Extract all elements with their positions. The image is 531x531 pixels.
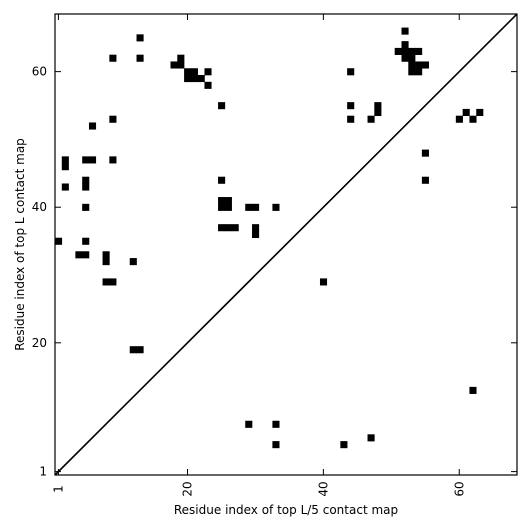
contact-cell-upper xyxy=(252,203,260,211)
contact-cell-upper xyxy=(88,122,97,130)
plot-frame xyxy=(54,13,518,476)
contact-cell-upper xyxy=(204,68,212,76)
contact-cell-upper xyxy=(184,75,192,83)
contact-cell-upper xyxy=(82,203,90,211)
axis-ticks: 1 20 40 60 1 20 40 60 xyxy=(32,14,517,497)
contact-cell-upper xyxy=(82,176,90,184)
contact-cell-upper xyxy=(401,41,409,49)
x-axis-title: Residue index of top L/5 contact map xyxy=(174,503,398,517)
contact-cell-upper xyxy=(401,27,409,35)
diagonal-line xyxy=(54,13,518,476)
contact-cell-upper xyxy=(319,278,328,286)
contact-cell-upper xyxy=(224,224,232,232)
contact-cells xyxy=(55,27,484,449)
contact-cell-lower xyxy=(245,420,253,428)
contact-cell-upper xyxy=(401,47,409,55)
contact-cell-upper xyxy=(82,251,90,259)
contact-cell-upper xyxy=(109,278,117,286)
contact-cell-upper xyxy=(82,183,90,191)
contact-cell-upper xyxy=(347,115,355,123)
contact-cell-upper xyxy=(245,203,253,211)
contact-cell-upper xyxy=(129,346,137,354)
y-tick-label: 1 xyxy=(39,465,47,479)
contact-cell-upper xyxy=(401,54,409,62)
contact-cell-upper xyxy=(394,47,402,55)
y-axis-title: Residue index of top L contact map xyxy=(13,138,27,351)
contact-cell-upper xyxy=(218,203,226,211)
contact-cell-upper xyxy=(218,176,226,184)
contact-cell-upper xyxy=(455,115,463,123)
y-tick-label: 40 xyxy=(32,200,47,214)
contact-cell-upper xyxy=(415,68,423,76)
contact-cell-upper xyxy=(462,108,470,116)
contact-cell-upper xyxy=(61,156,69,164)
contact-cell-lower xyxy=(272,420,280,428)
contact-cell-upper xyxy=(129,258,137,266)
contact-cell-lower xyxy=(367,434,375,442)
contact-cell-upper xyxy=(75,251,83,259)
contact-cell-upper xyxy=(408,54,416,62)
contact-cell-upper xyxy=(408,61,416,69)
contact-cell-upper xyxy=(347,68,355,76)
contact-cell-upper xyxy=(231,224,239,232)
y-tick-label: 60 xyxy=(32,65,47,79)
contact-cell-upper xyxy=(469,115,477,123)
contact-cell-upper xyxy=(218,224,226,232)
contact-cell-upper xyxy=(224,197,232,205)
contact-cell-upper xyxy=(61,183,69,191)
x-tick-label: 60 xyxy=(452,481,466,496)
contact-cell-upper xyxy=(136,34,144,42)
contact-cell-upper xyxy=(367,115,375,123)
contact-cell-upper xyxy=(88,156,97,164)
contact-cell-upper xyxy=(421,176,429,184)
contact-cell-upper xyxy=(190,75,198,83)
contact-cell-upper xyxy=(408,68,416,76)
contact-cell-upper xyxy=(374,108,382,116)
contact-cell-upper xyxy=(136,346,144,354)
x-tick-label: 1 xyxy=(51,485,65,493)
contact-cell-upper xyxy=(421,61,429,69)
contact-cell-upper xyxy=(61,163,69,171)
contact-cell-upper xyxy=(102,251,110,259)
x-tick-label: 20 xyxy=(180,481,194,496)
contact-cell-upper xyxy=(218,102,226,110)
contact-cell-upper xyxy=(252,230,260,239)
contact-cell-upper xyxy=(415,61,423,69)
contact-cell-lower xyxy=(272,441,280,449)
contact-cell-upper xyxy=(109,54,117,62)
contact-cell-upper xyxy=(190,68,198,76)
contact-cell-upper xyxy=(374,102,382,110)
contact-cell-upper xyxy=(82,156,90,164)
contact-cell-upper xyxy=(109,115,117,123)
contact-cell-upper xyxy=(272,203,280,211)
contact-cell-upper xyxy=(55,237,63,245)
contact-cell-lower xyxy=(469,386,477,394)
x-tick-label: 40 xyxy=(316,481,330,496)
contact-cell-upper xyxy=(421,149,429,157)
contact-cell-upper xyxy=(102,258,110,266)
contact-cell-upper xyxy=(177,61,185,69)
contact-cell-lower xyxy=(340,441,348,449)
contact-cell-upper xyxy=(204,81,212,89)
contact-cell-upper xyxy=(476,108,484,116)
contact-cell-upper xyxy=(184,68,192,76)
contact-cell-upper xyxy=(177,54,185,62)
contact-cell-upper xyxy=(136,54,144,62)
contact-cell-upper xyxy=(347,102,355,110)
contact-cell-upper xyxy=(170,61,178,69)
contact-cell-upper xyxy=(102,278,110,286)
contact-cell-upper xyxy=(197,75,205,83)
contact-cell-upper xyxy=(109,156,117,164)
y-tick-label: 20 xyxy=(32,336,47,350)
contact-cell-upper xyxy=(218,197,226,205)
contact-cell-upper xyxy=(408,47,416,55)
contact-cell-upper xyxy=(252,224,260,232)
contact-cell-upper xyxy=(82,237,90,245)
contact-cell-upper xyxy=(415,47,423,55)
contact-cell-upper xyxy=(224,203,232,211)
